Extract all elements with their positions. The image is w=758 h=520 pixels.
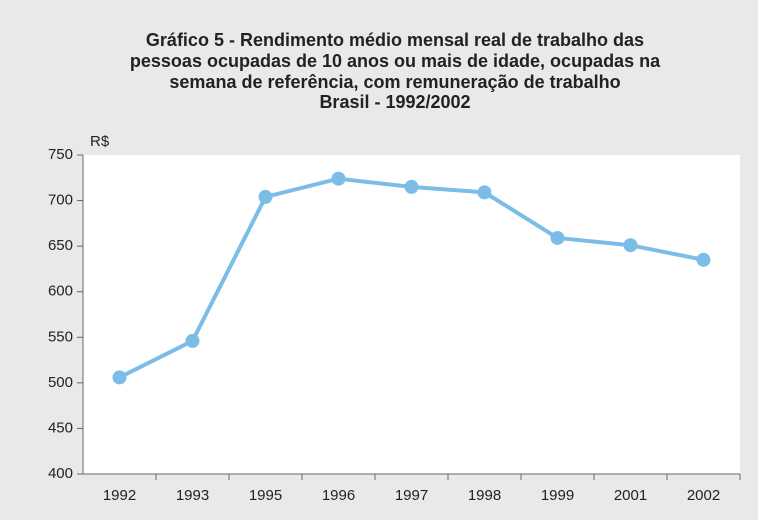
y-tick-label: 650 <box>48 237 73 254</box>
y-tick-label: 400 <box>48 465 73 482</box>
x-tick-label: 1993 <box>176 487 209 504</box>
marker <box>185 333 200 348</box>
x-tick-label: 1992 <box>103 487 136 504</box>
marker <box>550 230 565 245</box>
y-tick-label: 500 <box>48 374 73 391</box>
marker <box>404 179 419 194</box>
y-axis-label: R$ <box>90 133 110 150</box>
chart-title: pessoas ocupadas de 10 anos ou mais de i… <box>130 51 661 71</box>
y-tick-label: 750 <box>48 146 73 163</box>
marker <box>696 252 711 267</box>
marker <box>258 189 273 204</box>
x-tick-label: 1998 <box>468 487 501 504</box>
y-tick-label: 450 <box>48 419 73 436</box>
x-tick-label: 2002 <box>687 487 720 504</box>
chart-title: Brasil - 1992/2002 <box>319 92 470 112</box>
marker <box>112 370 127 385</box>
y-tick-label: 700 <box>48 192 73 209</box>
y-tick-label: 550 <box>48 328 73 345</box>
marker <box>623 238 638 253</box>
marker <box>477 185 492 200</box>
x-tick-label: 1997 <box>395 487 428 504</box>
x-tick-label: 1999 <box>541 487 574 504</box>
chart-title: semana de referência, com remuneração de… <box>169 72 620 92</box>
y-tick-label: 600 <box>48 283 73 300</box>
marker <box>331 171 346 186</box>
plot-area <box>83 155 740 474</box>
x-tick-label: 2001 <box>614 487 647 504</box>
x-tick-label: 1996 <box>322 487 355 504</box>
chart-title: Gráfico 5 - Rendimento médio mensal real… <box>146 30 644 50</box>
x-tick-label: 1995 <box>249 487 282 504</box>
